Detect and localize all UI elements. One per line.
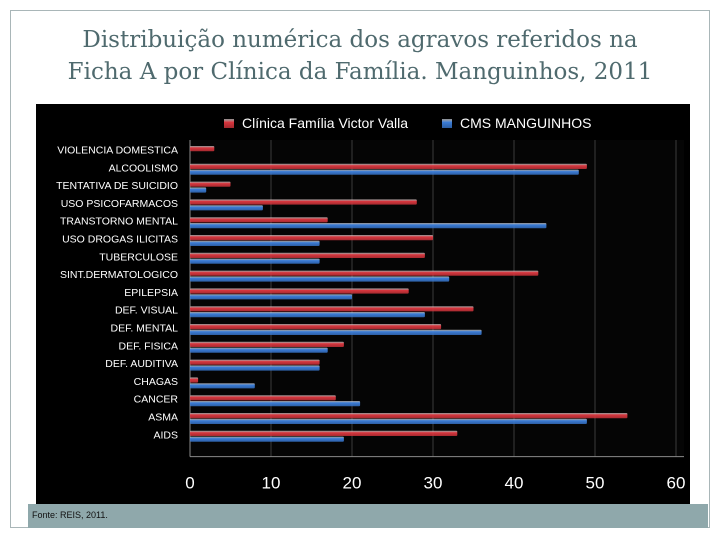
bar-victor-valla [190, 306, 474, 312]
x-tick-label: 50 [586, 474, 605, 493]
y-category-label: AIDS [153, 429, 178, 441]
bar-victor-valla [190, 199, 417, 205]
x-tick-label: 10 [262, 474, 281, 493]
slide-title-line-2: Ficha A por Clínica da Família. Manguinh… [67, 59, 653, 85]
bar-victor-valla [190, 324, 442, 330]
bar-victor-valla [190, 181, 231, 187]
x-tick-label: 60 [667, 474, 686, 493]
y-category-label: DEF. AUDITIVA [105, 358, 178, 370]
bar-victor-valla [190, 288, 409, 294]
legend-swatch [442, 119, 452, 128]
y-category-label: VIOLENCIA DOMESTICA [57, 145, 178, 157]
y-category-label: SINT.DERMATOLOGICO [60, 269, 178, 281]
source-note: Fonte: REIS, 2011. [32, 510, 108, 520]
legend-swatch [224, 119, 234, 128]
bar-victor-valla [190, 377, 199, 383]
bar-cms-manguinhos [190, 258, 320, 264]
bar-victor-valla [190, 270, 539, 276]
slide-title-line-1: Distribuição numérica dos agravos referi… [82, 27, 638, 53]
bar-victor-valla [190, 430, 458, 436]
bar-cms-manguinhos [190, 223, 547, 229]
bar-cms-manguinhos [190, 347, 328, 353]
bar-cms-manguinhos [190, 169, 579, 175]
y-category-label: EPILEPSIA [124, 287, 178, 299]
y-category-label: CANCER [134, 394, 179, 406]
x-tick-label: 30 [424, 474, 443, 493]
bar-victor-valla [190, 413, 628, 419]
bar-cms-manguinhos [190, 240, 320, 246]
bar-cms-manguinhos [190, 329, 482, 335]
bar-cms-manguinhos [190, 436, 344, 442]
bar-victor-valla [190, 395, 336, 401]
x-tick-label: 40 [505, 474, 524, 493]
x-tick-label: 0 [185, 474, 194, 493]
y-category-label: TRANSTORNO MENTAL [60, 216, 178, 228]
y-category-label: ASMA [148, 412, 178, 424]
y-category-label: ALCOOLISMO [109, 162, 178, 174]
bar-cms-manguinhos [190, 401, 361, 407]
bar-cms-manguinhos [190, 312, 425, 318]
legend-label: CMS MANGUINHOS [460, 115, 591, 131]
y-category-label: DEF. MENTAL [111, 323, 179, 335]
bar-victor-valla [190, 217, 328, 223]
bar-victor-valla [190, 359, 320, 365]
bar-chart: VIOLENCIA DOMESTICA ALCOOLISMO TENTATIVA D… [56, 115, 686, 493]
y-category-label: USO DROGAS ILICITAS [62, 234, 178, 246]
chart-panel: VIOLENCIA DOMESTICA ALCOOLISMO TENTATIVA D… [36, 104, 690, 504]
bar-cms-manguinhos [190, 294, 352, 300]
bar-cms-manguinhos [190, 365, 320, 371]
bar-victor-valla [190, 163, 587, 169]
y-category-label: DEF. FISICA [118, 340, 178, 352]
y-category-label: DEF. VISUAL [115, 305, 178, 317]
y-category-label: TUBERCULOSE [99, 251, 178, 263]
source-bar: Fonte: REIS, 2011. [28, 504, 708, 528]
bar-victor-valla [190, 341, 344, 347]
bar-cms-manguinhos [190, 418, 587, 424]
bar-cms-manguinhos [190, 205, 263, 211]
bar-cms-manguinhos [190, 383, 255, 389]
bar-victor-valla [190, 235, 433, 241]
slide-title: Distribuição numérica dos agravos referi… [12, 24, 708, 88]
legend-label: Clínica Família Victor Valla [242, 115, 408, 131]
y-category-label: CHAGAS [134, 376, 178, 388]
x-tick-label: 20 [343, 474, 362, 493]
bar-victor-valla [190, 252, 425, 258]
y-category-label: USO PSICOFARMACOS [61, 198, 178, 210]
y-category-label: TENTATIVA DE SUICIDIO [56, 180, 178, 192]
bar-cms-manguinhos [190, 276, 450, 282]
bar-cms-manguinhos [190, 187, 207, 193]
bar-victor-valla [190, 146, 215, 152]
